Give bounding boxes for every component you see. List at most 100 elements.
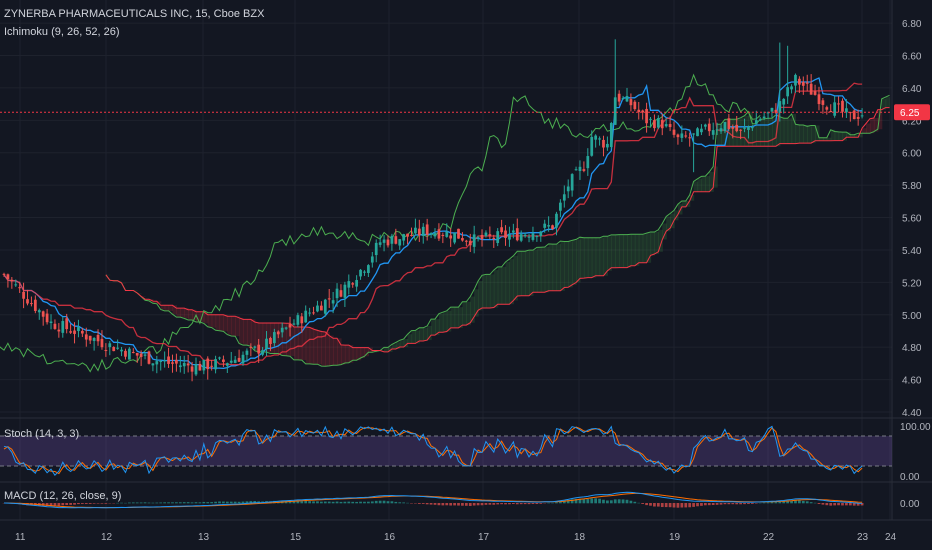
macd-histogram-bar [692, 503, 695, 507]
candle-body [848, 112, 852, 114]
macd-histogram-bar [472, 503, 476, 506]
macd-histogram-bar [53, 503, 57, 506]
macd-histogram-bar [233, 501, 237, 504]
cloud-segment [744, 115, 750, 147]
macd-histogram-bar [84, 503, 88, 504]
candle-body [284, 327, 288, 329]
candle-body [688, 137, 692, 139]
candle-body [637, 109, 641, 113]
candle-body [621, 98, 625, 100]
candle-body [335, 288, 339, 299]
macd-histogram-bar [202, 501, 206, 504]
cloud-segment [446, 310, 452, 332]
macd-histogram-bar [449, 503, 453, 506]
macd-histogram-bar [461, 503, 464, 506]
macd-histogram-bar [96, 503, 100, 504]
macd-histogram-bar [417, 503, 421, 504]
cloud-segment [309, 327, 315, 364]
macd-histogram-bar [707, 503, 711, 506]
cloud-segment [818, 137, 824, 141]
cloud-segment [670, 213, 675, 229]
candle-body [147, 351, 151, 364]
cloud-segment [270, 322, 275, 354]
candle-body [833, 102, 837, 116]
macd-histogram-bar [429, 503, 433, 505]
cloud-segment [172, 305, 177, 315]
cloud-segment [807, 126, 812, 144]
cloud-segment [152, 301, 158, 304]
macd-histogram-bar [327, 501, 331, 504]
price-axis-label: 6.00 [902, 149, 922, 160]
macd-histogram-bar [190, 502, 194, 504]
candle-body [229, 360, 233, 363]
cloud-segment [713, 166, 718, 188]
macd-histogram-bar [128, 502, 131, 504]
candle-body [112, 347, 116, 352]
cloud-segment [231, 316, 236, 336]
macd-histogram-bar [739, 503, 742, 505]
price-axis-label: 6.60 [902, 52, 922, 63]
cloud-segment [489, 274, 495, 308]
macd-histogram-bar [65, 503, 69, 506]
cloud-segment [595, 237, 601, 276]
cloud-segment [642, 234, 648, 263]
cloud-segment [493, 270, 499, 308]
cloud-segment [544, 246, 550, 293]
cloud-segment [340, 344, 346, 365]
cloud-segment [454, 307, 460, 328]
candle-body [453, 232, 456, 243]
macd-histogram-bar [848, 503, 852, 506]
cloud-segment [862, 128, 867, 134]
macd-histogram-bar [186, 502, 190, 504]
macd-histogram-bar [88, 503, 92, 504]
candle-body [355, 280, 359, 287]
candle-body [18, 287, 22, 289]
candle-body [437, 229, 441, 239]
candle-body [629, 99, 633, 106]
candle-body [707, 123, 711, 132]
candle-body [414, 227, 417, 234]
cloud-segment [701, 176, 706, 192]
candle-body [194, 364, 198, 375]
candle-body [241, 354, 245, 364]
ichimoku-indicator-label[interactable]: Ichimoku (9, 26, 52, 26) [4, 26, 120, 38]
candle-body [233, 359, 237, 363]
cloud-segment [532, 250, 538, 293]
candle-body [449, 235, 453, 239]
cloud-segment [732, 119, 738, 147]
cloud-segment [419, 327, 424, 342]
macd-histogram-bar [845, 503, 848, 506]
candle-body [645, 108, 648, 124]
candle-body [374, 242, 378, 256]
candle-body [178, 365, 182, 368]
macd-histogram-bar [468, 503, 472, 506]
macd-histogram-bar [445, 503, 449, 506]
cloud-segment [415, 330, 420, 344]
cloud-segment [423, 327, 428, 342]
candle-body [860, 115, 864, 117]
cloud-segment [674, 210, 679, 221]
candle-body [80, 330, 84, 334]
macd-histogram-bar [672, 503, 676, 508]
macd-histogram-bar [625, 499, 629, 504]
macd-histogram-bar [500, 503, 503, 505]
cloud-segment [235, 316, 240, 337]
candle-body [555, 213, 558, 228]
cloud-segment [356, 347, 362, 361]
candle-body [656, 118, 660, 128]
candle-body [825, 107, 829, 110]
stoch-indicator-label[interactable]: Stoch (14, 3, 3) [4, 428, 80, 440]
candle-body [104, 349, 108, 351]
candle-body [492, 237, 496, 239]
candle-body [739, 129, 742, 131]
macd-indicator-label[interactable]: MACD (12, 26, close, 9) [4, 490, 122, 502]
macd-histogram-bar [308, 501, 311, 504]
candle-body [731, 127, 735, 129]
macd-axis-label: 0.00 [900, 499, 920, 510]
cloud-segment [470, 296, 475, 323]
stoch-axis-label: 100.00 [900, 422, 931, 433]
cloud-segment [775, 114, 781, 147]
macd-histogram-bar [249, 501, 253, 504]
cloud-segment [529, 250, 534, 296]
